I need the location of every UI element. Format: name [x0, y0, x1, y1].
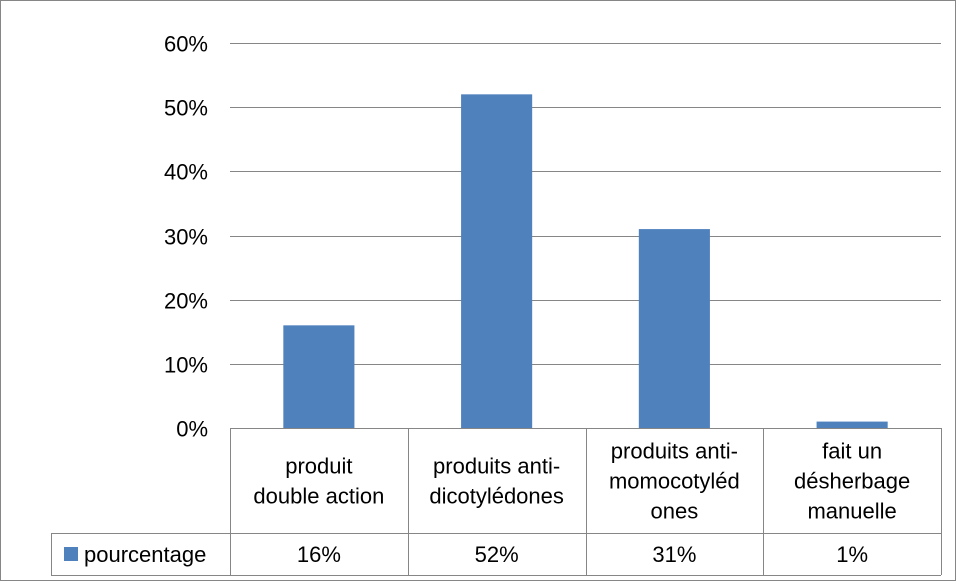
category-label-line: produits anti- [611, 439, 738, 464]
legend-swatch [64, 547, 78, 561]
category-label: produit double action [253, 454, 384, 509]
bar [283, 325, 355, 428]
category-label-line: produit [285, 454, 352, 479]
y-tick-label: 30% [164, 225, 208, 250]
category-label: produits anti-momocotyléd ones [609, 439, 740, 524]
table-value: 52% [475, 542, 519, 567]
category-label-line: manuelle [807, 499, 896, 524]
bar [638, 229, 710, 428]
category-label-line: dicotylédones [429, 484, 564, 509]
y-tick-label: 40% [164, 160, 208, 185]
bars [283, 94, 888, 428]
legend-label: pourcentage [84, 542, 206, 567]
category-label: produits anti-dicotylédones [429, 454, 564, 509]
table-value: 16% [297, 542, 341, 567]
y-tick-label: 10% [164, 353, 208, 378]
y-tick-label: 60% [164, 32, 208, 57]
data-table: produit double action produits anti-dicoty… [51, 428, 942, 576]
category-label-line: produits anti- [433, 454, 560, 479]
category-label-line: momocotyléd [609, 469, 740, 494]
y-axis-tick-labels: 0% 10% 20% 30% 40% 50% 60% [164, 32, 208, 442]
bar [816, 421, 888, 428]
category-label-line: ones [651, 499, 699, 524]
category-label-line: fait un [822, 439, 882, 464]
y-tick-label: 50% [164, 96, 208, 121]
category-label-line: double action [253, 484, 384, 509]
category-label: fait un désherbage manuelle [794, 439, 910, 524]
category-label-line: désherbage [794, 469, 910, 494]
y-tick-label: 20% [164, 289, 208, 314]
bar [461, 94, 533, 428]
table-value: 1% [836, 542, 868, 567]
y-tick-label: 0% [176, 417, 208, 442]
table-value: 31% [652, 542, 696, 567]
